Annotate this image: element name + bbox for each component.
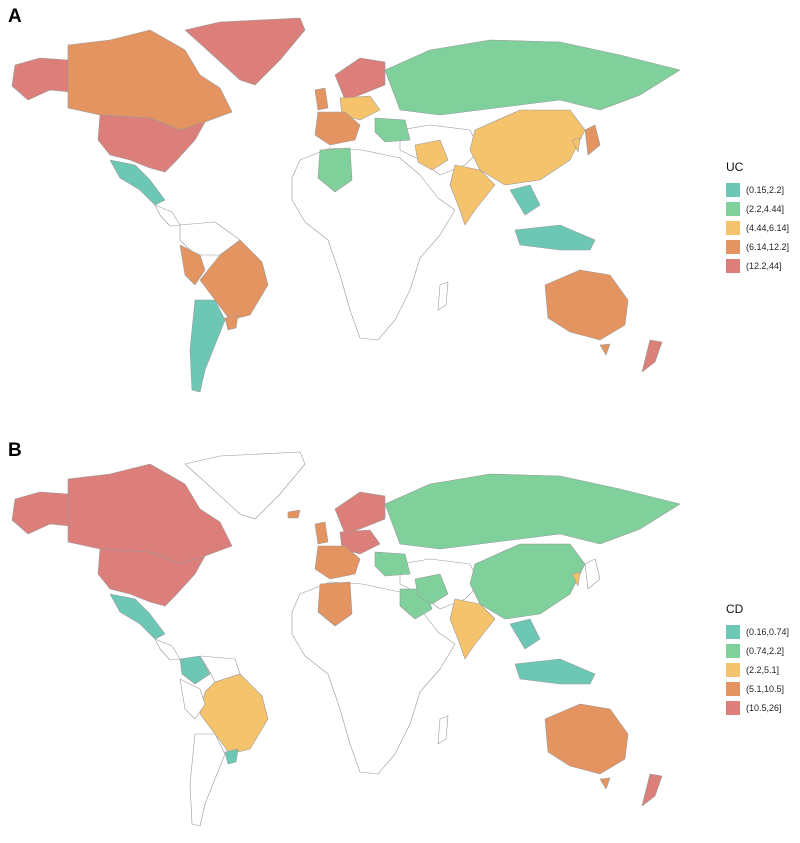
colombia-region [179,655,211,685]
tasmania-region [599,343,611,356]
legend-label: (2.2,5.1] [746,664,780,675]
russia-region [384,473,681,550]
central-america-region [154,204,181,227]
usa-region [97,548,206,607]
legend-item: (0.15,2.2] [726,180,789,199]
legend-item: (0.16,0.74] [726,622,789,641]
world-map-cd [11,451,681,827]
uruguay-region [224,748,239,765]
legend-swatch [726,700,740,715]
korea-region [571,137,581,153]
china-region [469,543,586,620]
legend-label: (6.14,12.2] [746,241,790,252]
legend-label: (0.15,2.2] [746,184,785,195]
legend-item: (6.14,12.2] [726,237,789,256]
eastern-europe-region [374,117,411,143]
china-region [469,109,586,186]
legend-swatch [726,258,740,273]
world-map-uc [11,17,681,393]
legend-label: (5.1,10.5] [746,683,785,694]
legend-swatch [726,201,740,216]
indonesia-region [514,224,596,251]
legend-label: (12.2,44] [746,260,782,271]
india-region [449,164,496,226]
legend-item: (2.2,5.1] [726,660,789,679]
africa-region [291,147,456,341]
panel-a-label: A [8,6,22,27]
iran-region [414,139,449,171]
legend-swatch [726,239,740,254]
japan-region [584,124,601,156]
uruguay-region [224,314,239,331]
legend-label: (0.74,2.2] [746,645,785,656]
legend-swatch [726,681,740,696]
algeria-region [317,147,353,193]
legend-swatch [726,643,740,658]
uk-region [314,521,329,545]
argentina-region [189,733,226,827]
usa-region [97,114,206,173]
japan-region [584,558,601,590]
legend-swatch [726,624,740,639]
legend-swatch [726,182,740,197]
panel-b-label: B [8,440,22,461]
legend-item: (5.1,10.5] [726,679,789,698]
legend-label: (4.44,6.14] [746,222,790,233]
indonesia-region [514,658,596,685]
legend-swatch [726,662,740,677]
legend-uc: UC (0.15,2.2] (2.2,4.44] (4.44,6.14] (6.… [726,160,789,275]
brazil-region [199,239,269,321]
central-america-region [154,638,181,661]
southeast-asia-region [509,184,541,216]
algeria-region [317,581,353,627]
uk-region [314,87,329,111]
andes-region [179,678,206,720]
legend-item: (0.74,2.2] [726,641,789,660]
russia-region [384,39,681,116]
india-region [449,598,496,660]
tasmania-region [599,777,611,790]
australia-region [544,703,629,775]
legend-label: (0.16,0.74] [746,626,790,637]
legend-title: UC [726,160,744,174]
alaska-region [11,491,71,535]
africa-region [291,581,456,775]
legend-label: (10.5,26] [746,702,782,713]
new-zealand-region [641,773,663,807]
legend-swatch [726,220,740,235]
mexico-region [109,159,166,206]
iceland-region [287,509,301,519]
legend-item: (2.2,4.44] [726,199,789,218]
alaska-region [11,57,71,101]
madagascar-region [437,715,449,745]
argentina-region [189,299,226,393]
legend-item: (10.5,26] [726,698,789,717]
greenland-region [184,17,306,86]
legend-cd: CD (0.16,0.74] (0.74,2.2] (2.2,5.1] (5.1… [726,602,789,717]
greenland-region [184,451,306,520]
mexico-region [109,593,166,640]
new-zealand-region [641,339,663,373]
legend-title: CD [726,602,744,616]
madagascar-region [437,281,449,311]
korea-region [571,571,581,587]
scandinavia-region [334,491,386,535]
southeast-asia-region [509,618,541,650]
western-europe-region [314,111,361,146]
legend-item: (4.44,6.14] [726,218,789,237]
australia-region [544,269,629,341]
andes-region [179,244,206,286]
legend-label: (2.2,4.44] [746,203,785,214]
iran-region [414,573,449,605]
scandinavia-region [334,57,386,101]
legend-item: (12.2,44] [726,256,789,275]
western-europe-region [314,545,361,580]
eastern-europe-region [374,551,411,577]
